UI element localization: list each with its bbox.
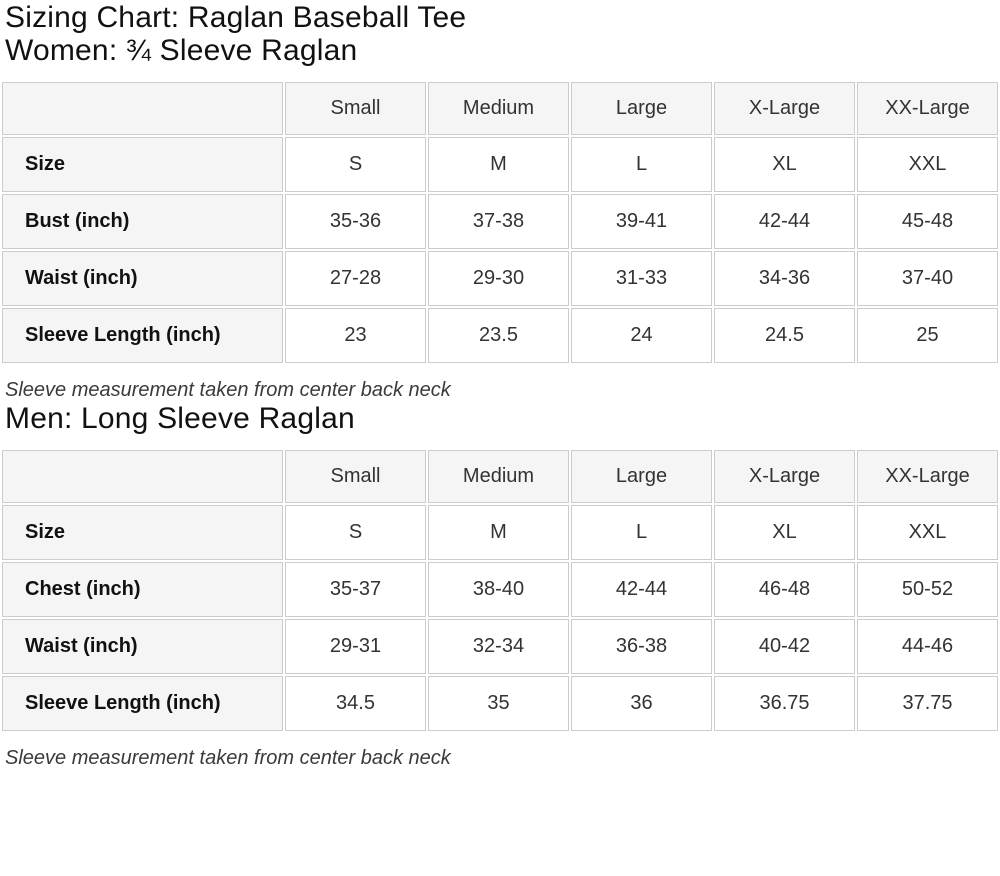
- row-label-cell: Chest (inch): [2, 562, 283, 617]
- value-cell: 46-48: [714, 562, 855, 617]
- value-cell: S: [285, 505, 426, 560]
- column-header-cell: XX-Large: [857, 82, 998, 135]
- value-cell: 42-44: [714, 194, 855, 249]
- men-table-header: Small Medium Large X-Large XX-Large: [2, 450, 998, 503]
- value-cell: XL: [714, 137, 855, 192]
- table-row: Size S M L XL XXL: [2, 137, 998, 192]
- value-cell: 36.75: [714, 676, 855, 731]
- row-label-cell: Size: [2, 505, 283, 560]
- table-row: Sleeve Length (inch) 34.5 35 36 36.75 37.75: [2, 676, 998, 731]
- women-table-header: Small Medium Large X-Large XX-Large: [2, 82, 998, 135]
- column-header-cell: Large: [571, 82, 712, 135]
- corner-cell: [2, 82, 283, 135]
- value-cell: 35-36: [285, 194, 426, 249]
- value-cell: 23: [285, 308, 426, 363]
- value-cell: 44-46: [857, 619, 998, 674]
- row-label-cell: Waist (inch): [2, 251, 283, 306]
- row-label-cell: Sleeve Length (inch): [2, 308, 283, 363]
- table-header-row: Small Medium Large X-Large XX-Large: [2, 82, 998, 135]
- column-header-cell: Large: [571, 450, 712, 503]
- column-header-cell: Small: [285, 450, 426, 503]
- table-row: Sleeve Length (inch) 23 23.5 24 24.5 25: [2, 308, 998, 363]
- value-cell: 38-40: [428, 562, 569, 617]
- value-cell: L: [571, 505, 712, 560]
- table-header-row: Small Medium Large X-Large XX-Large: [2, 450, 998, 503]
- row-label-cell: Sleeve Length (inch): [2, 676, 283, 731]
- value-cell: 50-52: [857, 562, 998, 617]
- men-size-table: Small Medium Large X-Large XX-Large Size S M L X…: [0, 448, 1000, 733]
- men-sleeve-note: Sleeve measurement taken from center bac…: [5, 747, 451, 769]
- column-header-cell: Small: [285, 82, 426, 135]
- value-cell: 40-42: [714, 619, 855, 674]
- table-row: Size S M L XL XXL: [2, 505, 998, 560]
- value-cell: L: [571, 137, 712, 192]
- women-size-table: Small Medium Large X-Large XX-Large Size S M L X…: [0, 80, 1000, 365]
- table-row: Waist (inch) 27-28 29-30 31-33 34-36 37-40: [2, 251, 998, 306]
- value-cell: 29-30: [428, 251, 569, 306]
- column-header-cell: Medium: [428, 450, 569, 503]
- value-cell: 32-34: [428, 619, 569, 674]
- column-header-cell: X-Large: [714, 82, 855, 135]
- table-row: Waist (inch) 29-31 32-34 36-38 40-42 44-46: [2, 619, 998, 674]
- value-cell: 31-33: [571, 251, 712, 306]
- value-cell: M: [428, 137, 569, 192]
- value-cell: XL: [714, 505, 855, 560]
- men-table-body: Size S M L XL XXL Chest (inch) 35-37 38-40 42-44 4…: [2, 505, 998, 731]
- value-cell: 27-28: [285, 251, 426, 306]
- value-cell: 34.5: [285, 676, 426, 731]
- women-table-body: Size S M L XL XXL Bust (inch) 35-36 37-38 39-41 42…: [2, 137, 998, 363]
- value-cell: S: [285, 137, 426, 192]
- value-cell: 23.5: [428, 308, 569, 363]
- row-label-cell: Bust (inch): [2, 194, 283, 249]
- corner-cell: [2, 450, 283, 503]
- value-cell: 34-36: [714, 251, 855, 306]
- women-sleeve-note: Sleeve measurement taken from center bac…: [5, 379, 451, 401]
- value-cell: 24.5: [714, 308, 855, 363]
- value-cell: M: [428, 505, 569, 560]
- value-cell: 29-31: [285, 619, 426, 674]
- column-header-cell: X-Large: [714, 450, 855, 503]
- men-section-heading: Men: Long Sleeve Raglan: [5, 402, 355, 435]
- value-cell: 25: [857, 308, 998, 363]
- value-cell: 36: [571, 676, 712, 731]
- column-header-cell: XX-Large: [857, 450, 998, 503]
- value-cell: 36-38: [571, 619, 712, 674]
- women-section-heading: Women: ¾ Sleeve Raglan: [5, 34, 358, 67]
- table-row: Chest (inch) 35-37 38-40 42-44 46-48 50-52: [2, 562, 998, 617]
- value-cell: 39-41: [571, 194, 712, 249]
- value-cell: XXL: [857, 505, 998, 560]
- value-cell: 35: [428, 676, 569, 731]
- value-cell: 37-38: [428, 194, 569, 249]
- table-row: Bust (inch) 35-36 37-38 39-41 42-44 45-48: [2, 194, 998, 249]
- value-cell: 24: [571, 308, 712, 363]
- row-label-cell: Size: [2, 137, 283, 192]
- value-cell: 37.75: [857, 676, 998, 731]
- value-cell: 37-40: [857, 251, 998, 306]
- column-header-cell: Medium: [428, 82, 569, 135]
- row-label-cell: Waist (inch): [2, 619, 283, 674]
- value-cell: 35-37: [285, 562, 426, 617]
- value-cell: 42-44: [571, 562, 712, 617]
- value-cell: 45-48: [857, 194, 998, 249]
- value-cell: XXL: [857, 137, 998, 192]
- page-title: Sizing Chart: Raglan Baseball Tee: [5, 1, 467, 34]
